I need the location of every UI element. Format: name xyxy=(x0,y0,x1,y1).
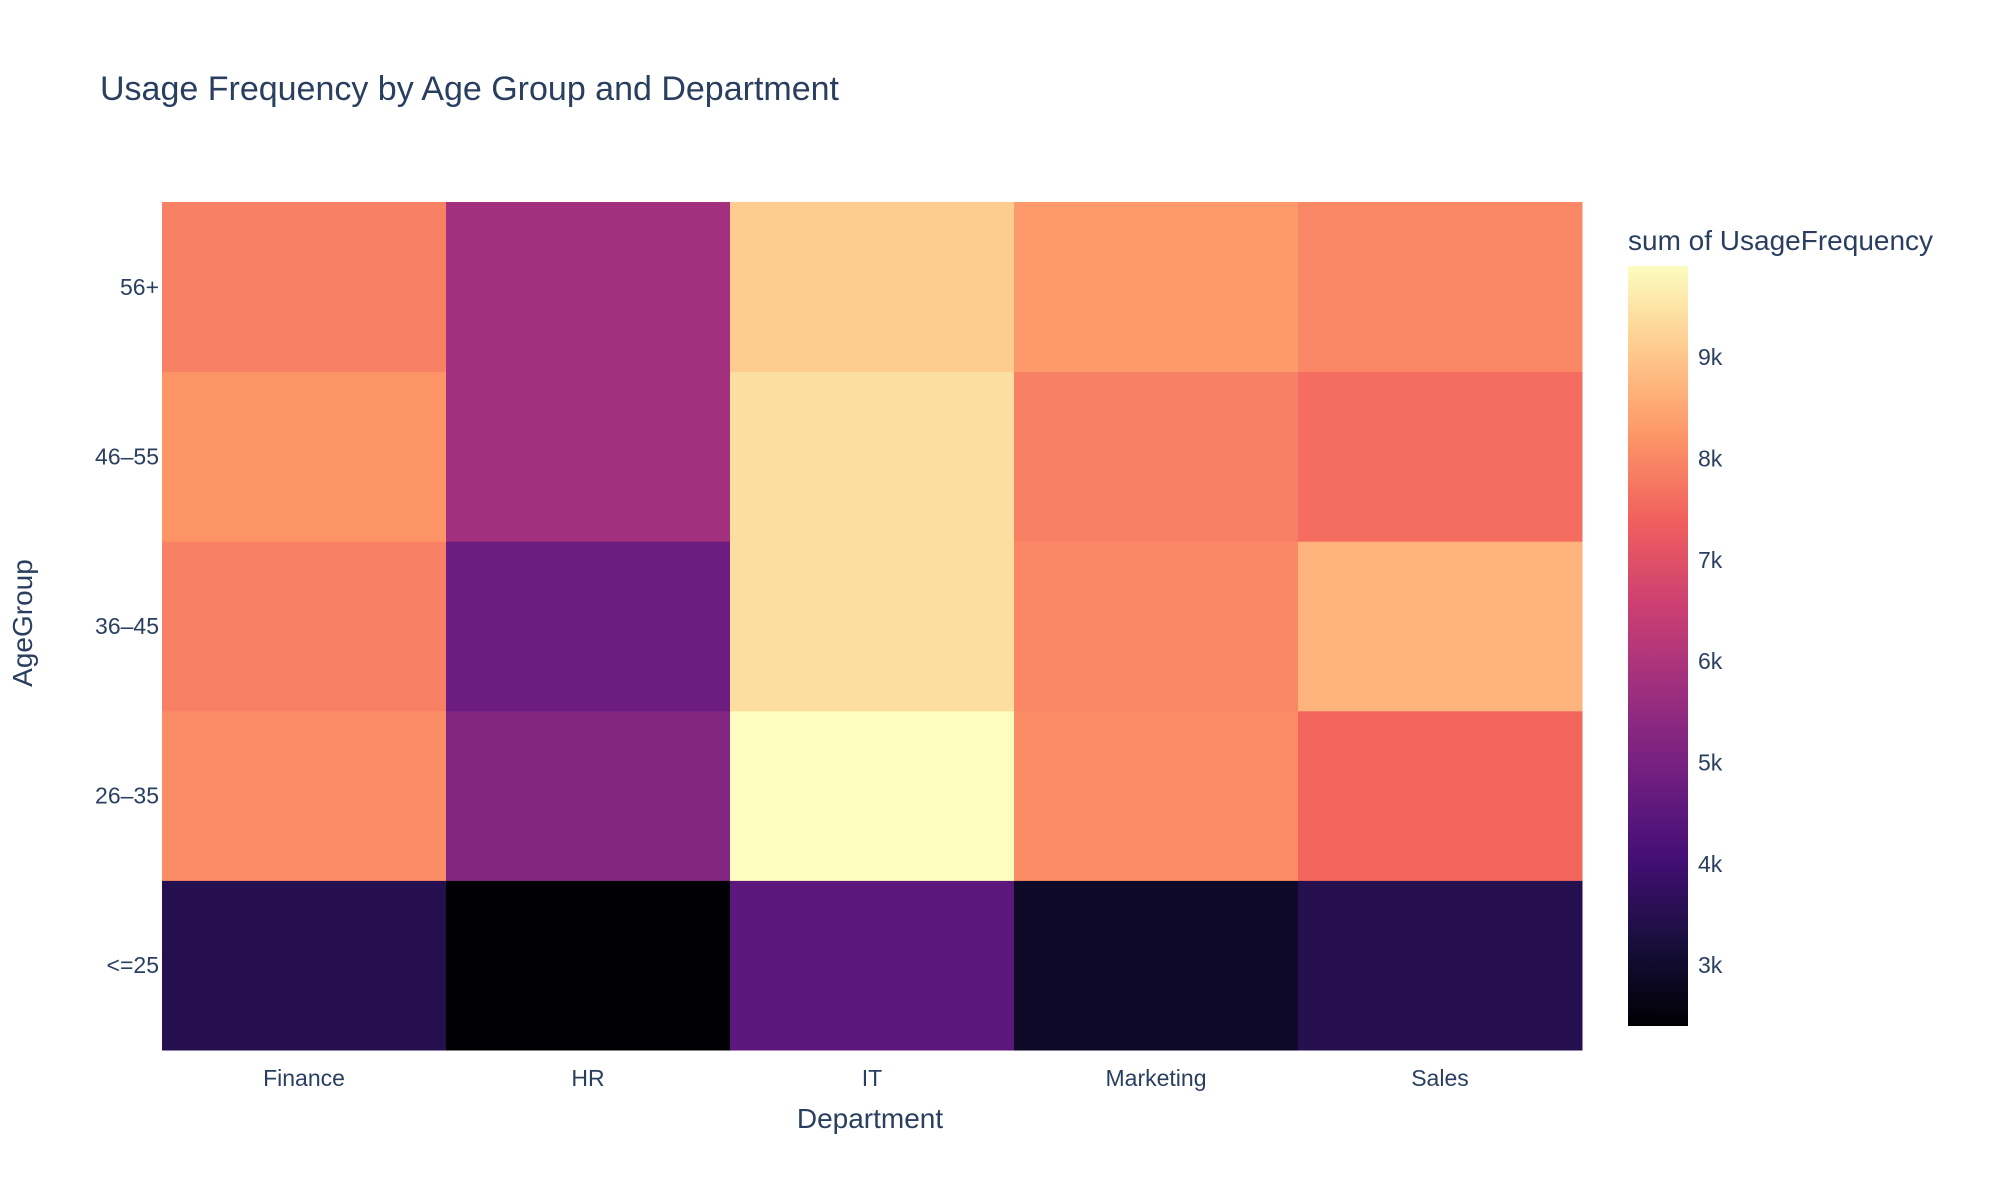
heatmap-cell xyxy=(1014,371,1299,542)
heatmap-cell xyxy=(162,710,447,881)
colorbar-tick-label: 7k xyxy=(1698,547,1723,573)
x-tick-label: Sales xyxy=(1411,1065,1469,1091)
heatmap-cell xyxy=(446,371,731,542)
heatmap-cell xyxy=(730,202,1015,373)
heatmap-cell xyxy=(1298,202,1583,373)
heatmap-cell xyxy=(730,371,1015,542)
heatmap-cells xyxy=(162,202,1583,1051)
y-tick-label: 46–55 xyxy=(95,443,159,469)
y-tick-label: 36–45 xyxy=(95,613,159,639)
heatmap-cell xyxy=(730,710,1015,881)
colorbar-tick-label: 3k xyxy=(1698,952,1723,978)
heatmap-cell xyxy=(446,710,731,881)
chart-title: Usage Frequency by Age Group and Departm… xyxy=(100,70,840,108)
colorbar-tick-label: 9k xyxy=(1698,344,1723,370)
x-tick-label: Finance xyxy=(263,1065,345,1091)
y-axis-title: AgeGroup xyxy=(7,559,38,687)
colorbar-tick-label: 6k xyxy=(1698,648,1723,674)
heatmap-cell xyxy=(1298,880,1583,1051)
y-tick-label: <=25 xyxy=(107,952,159,978)
heatmap-cell xyxy=(162,371,447,542)
x-tick-label: IT xyxy=(862,1065,882,1091)
heatmap-cell xyxy=(1014,541,1299,712)
x-axis-tick-labels: Finance HR IT Marketing Sales xyxy=(263,1065,1469,1091)
heatmap-cell xyxy=(162,541,447,712)
heatmap-cell xyxy=(1298,371,1583,542)
x-tick-label: Marketing xyxy=(1106,1065,1207,1091)
x-axis-title: Department xyxy=(797,1103,944,1134)
y-tick-label: 26–35 xyxy=(95,783,159,809)
heatmap-cell xyxy=(730,880,1015,1051)
heatmap-cell xyxy=(1014,880,1299,1051)
colorbar-tick-label: 4k xyxy=(1698,851,1723,877)
colorbar: 3k 4k 5k 6k 7k 8k 9k xyxy=(1628,266,1723,1026)
heatmap-cell xyxy=(1298,541,1583,712)
heatmap-cell xyxy=(1014,202,1299,373)
colorbar-tick-label: 8k xyxy=(1698,446,1723,472)
y-tick-label: 56+ xyxy=(120,274,159,300)
heatmap-cell xyxy=(1014,710,1299,881)
colorbar-tick-label: 5k xyxy=(1698,750,1723,776)
heatmap-cell xyxy=(162,880,447,1051)
heatmap-cell xyxy=(1298,710,1583,881)
heatmap-cell xyxy=(446,541,731,712)
y-axis-tick-labels: <=25 26–35 36–45 46–55 56+ xyxy=(95,274,159,978)
heatmap-cell xyxy=(446,880,731,1051)
heatmap-cell xyxy=(730,541,1015,712)
x-tick-label: HR xyxy=(571,1065,604,1091)
colorbar-bar xyxy=(1628,266,1688,1026)
colorbar-title: sum of UsageFrequency xyxy=(1628,225,1933,256)
heatmap-cell xyxy=(446,202,731,373)
heatmap-cell xyxy=(162,202,447,373)
